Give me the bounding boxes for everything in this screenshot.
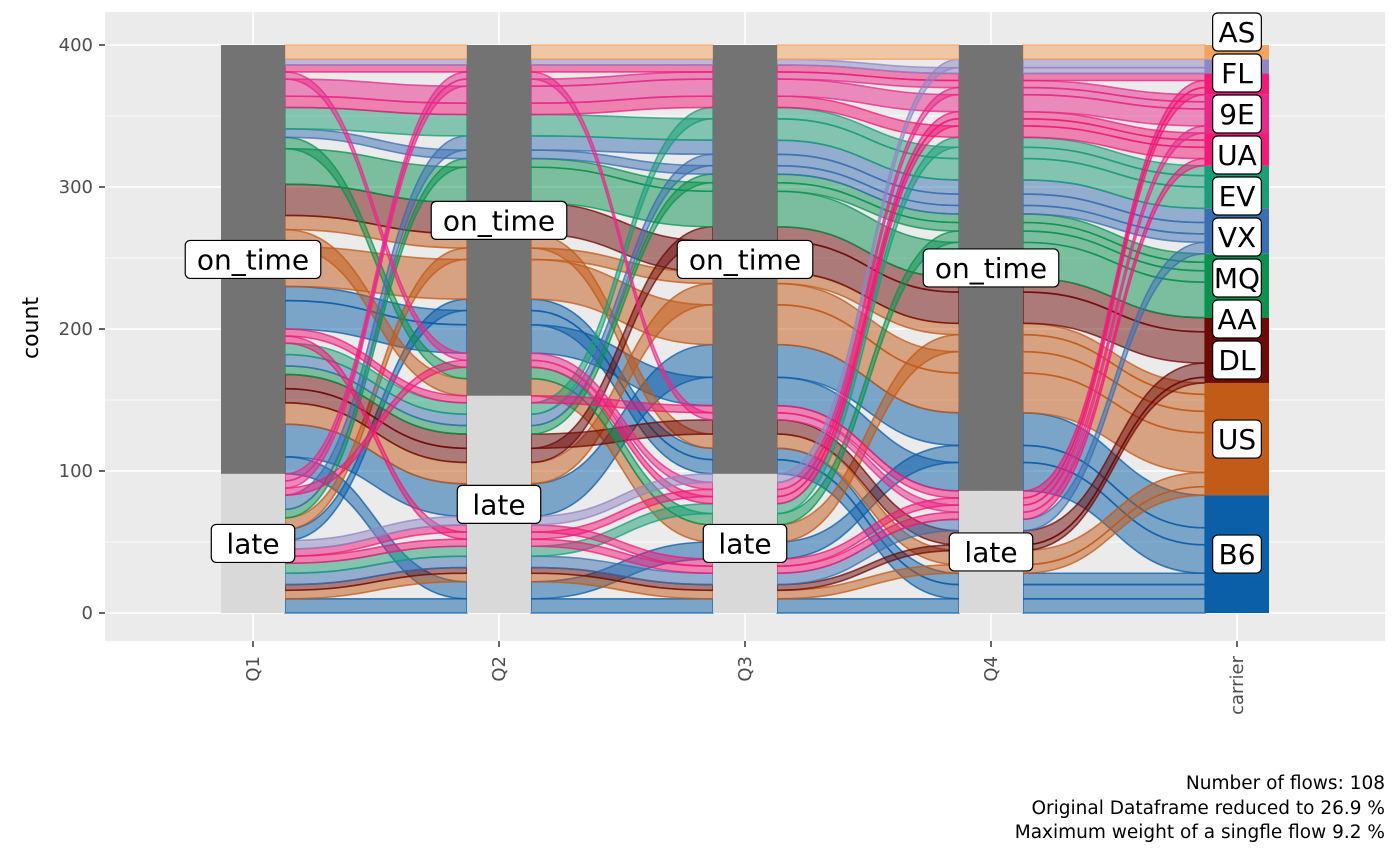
- stratum-label-box: [1212, 12, 1262, 52]
- stratum-label-box: [1212, 534, 1262, 574]
- flow-ribbon: [1022, 72, 1206, 82]
- flow-ribbon: [284, 64, 468, 73]
- flow-ribbon: [284, 597, 468, 614]
- stratum-label-text: EV: [1219, 180, 1256, 213]
- y-tick-label: 200: [59, 319, 93, 340]
- flow-ribbon: [1022, 597, 1206, 614]
- stratum-label-text: late: [964, 536, 1017, 569]
- flow-ribbon: [1022, 44, 1206, 61]
- stratum-label-text: US: [1218, 423, 1256, 456]
- caption-line-max-weight: Maximum weight of a singfle flow 9.2 %: [1014, 822, 1385, 843]
- stratum-label: late: [456, 484, 542, 524]
- stratum-label: DL: [1212, 340, 1262, 380]
- stratum-label: MQ: [1212, 258, 1262, 298]
- stratum-label-text: on_time: [197, 243, 309, 276]
- stratum-label-box: [184, 239, 322, 280]
- caption: Number of flows: 108 Original Dataframe …: [1015, 772, 1385, 846]
- y-axis-title: count: [19, 297, 44, 359]
- stratum-label-box: [1212, 94, 1262, 134]
- flow-ribbon: [776, 597, 960, 614]
- stratum-label-text: late: [226, 527, 279, 560]
- stratum-label-text: FL: [1221, 57, 1253, 90]
- stratum-label-box: [702, 523, 788, 564]
- stratum-label-box: [1212, 135, 1262, 175]
- flow-ribbon: [530, 58, 714, 66]
- x-tick-label: Q3: [735, 656, 756, 682]
- x-tick-label: Q4: [981, 656, 1002, 682]
- stratum-label-text: MQ: [1214, 262, 1260, 295]
- stratum-label-text: on_time: [443, 204, 555, 237]
- stratum-label-box: [948, 532, 1034, 572]
- stratum-label: on_time: [676, 239, 814, 280]
- y-tick-label: 100: [59, 461, 93, 482]
- flow-ribbon: [530, 44, 714, 61]
- stratum-label: US: [1212, 419, 1262, 459]
- x-tick-label: carrier: [1227, 655, 1248, 714]
- stratum-label: AA: [1212, 299, 1262, 339]
- y-tick-label: 0: [82, 603, 93, 624]
- stratum-label-box: [430, 200, 568, 240]
- flow-ribbon: [530, 597, 714, 614]
- y-tick-label: 400: [59, 35, 93, 56]
- stratum-label-box: [676, 239, 814, 280]
- y-tick-label: 300: [59, 177, 93, 198]
- stratum-label: late: [948, 532, 1034, 572]
- flow-ribbon: [530, 64, 714, 73]
- stratum-label: B6: [1212, 534, 1262, 574]
- stratum-label-text: UA: [1217, 139, 1257, 172]
- stratum-label-box: [1212, 258, 1262, 298]
- flow-ribbon: [776, 44, 960, 61]
- stratum-label: 9E: [1212, 94, 1262, 134]
- flow-ribbon: [1022, 66, 1206, 75]
- stratum-label: late: [702, 523, 788, 564]
- x-tick-label: Q2: [489, 656, 510, 682]
- stratum-label-text: on_time: [689, 243, 801, 276]
- stratum-label: UA: [1212, 135, 1262, 175]
- stratum-label-text: 9E: [1219, 98, 1255, 131]
- stratum-label: VX: [1212, 217, 1262, 257]
- stratum-label-box: [1212, 53, 1262, 93]
- flow-ribbon: [284, 44, 468, 61]
- stratum-label-box: [210, 523, 296, 564]
- stratum-label-text: late: [472, 488, 525, 521]
- flow-ribbon: [284, 58, 468, 66]
- stratum-label-text: AS: [1219, 16, 1256, 49]
- stratum-label: on_time: [184, 239, 322, 280]
- stratum-label: FL: [1212, 53, 1262, 93]
- stratum-label-box: [1212, 419, 1262, 459]
- stratum-label-box: [456, 484, 542, 524]
- stratum-label: on_time: [430, 200, 568, 240]
- stratum-label-box: [1212, 217, 1262, 257]
- stratum-label-box: [922, 248, 1060, 288]
- stratum-label-box: [1212, 299, 1262, 339]
- stratum-label-text: DL: [1218, 344, 1256, 377]
- stratum-label-box: [1212, 340, 1262, 380]
- stratum-label: on_time: [922, 248, 1060, 288]
- axes: 0 100 200 300 400 Q1 Q2 Q3 Q4 carrier: [59, 35, 1248, 715]
- flow-ribbon: [1022, 572, 1206, 586]
- stratum-label-text: VX: [1218, 221, 1256, 254]
- stratum-label-text: AA: [1217, 303, 1256, 336]
- x-tick-label: Q1: [243, 656, 264, 682]
- flow-ribbon: [1022, 583, 1206, 600]
- stratum-label: AS: [1212, 12, 1262, 52]
- stratum-label-text: on_time: [935, 252, 1047, 285]
- caption-line-flows: Number of flows: 108: [1185, 773, 1385, 794]
- flow-ribbon: [1022, 58, 1206, 69]
- stratum-label-text: late: [718, 527, 771, 560]
- stratum-label-box: [1212, 176, 1262, 216]
- stratum-label-text: B6: [1218, 538, 1255, 571]
- stratum-label: EV: [1212, 176, 1262, 216]
- caption-line-reduced: Original Dataframe reduced to 26.9 %: [1031, 797, 1385, 819]
- stratum-label: late: [210, 523, 296, 564]
